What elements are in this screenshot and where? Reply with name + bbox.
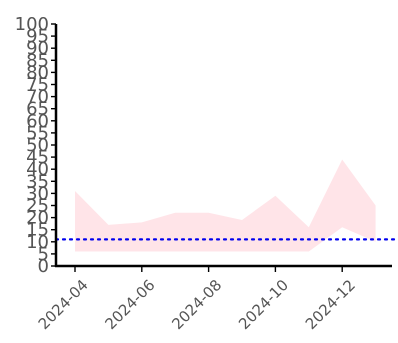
y-tick-label: 15	[26, 220, 49, 241]
y-tick-layer: 0510152025303540455055606570758085909510…	[15, 14, 56, 277]
x-tick-layer: 2024-04 2024-06 2024-08 2024-10 2024-12	[35, 266, 359, 333]
y-tick-label: 25	[26, 196, 49, 217]
y-tick-label: 90	[26, 38, 49, 59]
x-tick-label: 2024-04	[35, 276, 92, 333]
y-tick-label: 35	[26, 171, 49, 192]
y-tick-label: 10	[26, 232, 49, 253]
band-layer	[75, 159, 376, 252]
x-tick-label: 2024-10	[235, 276, 292, 333]
y-tick-label: 60	[26, 111, 49, 132]
y-tick-label: 80	[26, 62, 49, 83]
y-tick-label: 65	[26, 99, 49, 120]
y-tick-label: 0	[38, 256, 49, 277]
y-tick-label: 75	[26, 75, 49, 96]
y-tick-label: 100	[15, 14, 49, 35]
y-tick-label: 45	[26, 147, 49, 168]
x-tick-label: 2024-12	[302, 276, 359, 333]
y-tick-label: 5	[38, 244, 49, 265]
y-tick-label: 50	[26, 135, 49, 156]
y-tick-label: 70	[26, 87, 49, 108]
y-tick-label: 85	[26, 50, 49, 71]
confidence-band	[75, 159, 376, 252]
x-tick-label: 2024-08	[168, 276, 225, 333]
y-tick-label: 40	[26, 159, 49, 180]
y-tick-label: 30	[26, 183, 49, 204]
y-tick-label: 95	[26, 26, 49, 47]
y-tick-label: 20	[26, 208, 49, 229]
x-tick-label: 2024-06	[101, 276, 158, 333]
y-tick-label: 55	[26, 123, 49, 144]
